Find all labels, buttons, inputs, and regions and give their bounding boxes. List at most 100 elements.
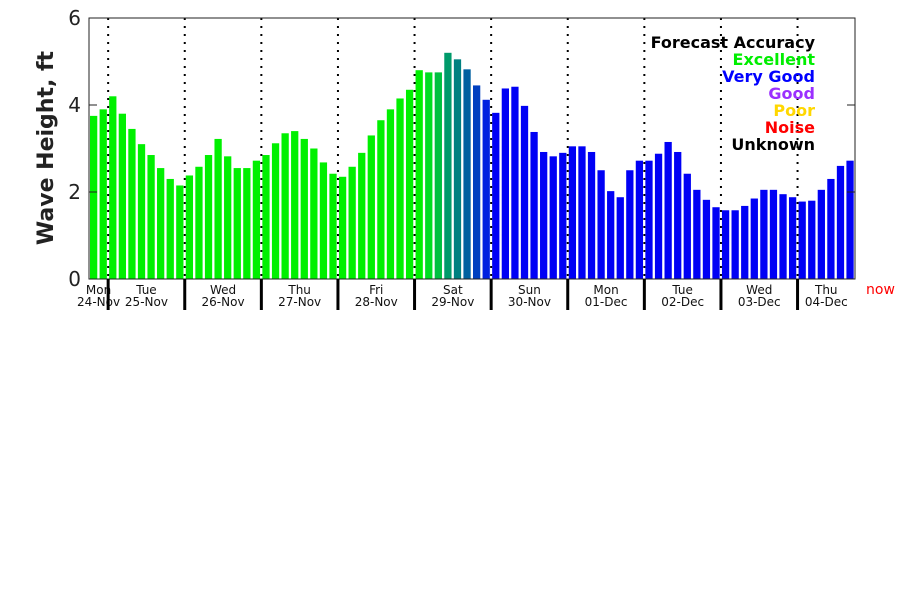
bar (540, 151, 548, 279)
y-tick-label: 4 (68, 93, 81, 117)
bar (750, 198, 758, 279)
bar (616, 197, 624, 279)
bar (291, 131, 299, 279)
bar (693, 189, 701, 279)
bar (760, 189, 768, 279)
bar (271, 143, 280, 279)
bar (243, 168, 251, 279)
bar (434, 72, 442, 280)
bar (224, 156, 232, 279)
y-tick-label: 0 (68, 267, 81, 291)
day-of-week-label: Thu (287, 283, 311, 297)
bars-group (90, 52, 854, 280)
date-label: 27-Nov (278, 295, 321, 309)
bar (233, 168, 241, 279)
bar (808, 200, 816, 279)
date-label: 03-Dec (738, 295, 781, 309)
bar (367, 135, 375, 279)
bar (674, 151, 682, 279)
legend-entry: Very Good (722, 67, 815, 86)
bar (712, 207, 720, 279)
x-axis: Mon24-NovTue25-NovWed26-NovThu27-NovFri2… (77, 279, 848, 310)
date-label: 26-Nov (202, 295, 245, 309)
bar (147, 155, 155, 279)
legend-entry: Noise (765, 118, 815, 137)
date-label: 29-Nov (431, 295, 474, 309)
bar (635, 160, 644, 279)
bar (501, 88, 509, 279)
bar (90, 115, 98, 280)
legend-title: Forecast Accuracy (651, 33, 816, 52)
bar (453, 59, 462, 279)
bar (731, 210, 739, 279)
legend-entry: Poor (773, 101, 815, 120)
bar (587, 151, 596, 279)
bar (817, 189, 825, 279)
bar (664, 141, 672, 279)
bar (607, 191, 615, 279)
day-of-week-label: Sat (443, 283, 463, 297)
bar (262, 155, 270, 279)
bar (444, 52, 452, 279)
y-axis: 0 2 4 6 (68, 6, 855, 291)
date-label: 01-Dec (585, 295, 628, 309)
bar (310, 148, 318, 279)
bar (511, 86, 519, 279)
legend-entry: Excellent (733, 50, 816, 69)
bar (836, 165, 845, 279)
day-of-week-label: Wed (746, 283, 772, 297)
day-of-week-label: Thu (814, 283, 838, 297)
bar (846, 160, 854, 279)
bar (405, 89, 414, 279)
y-tick-label: 6 (68, 6, 81, 30)
bar (252, 160, 261, 279)
bar (166, 178, 174, 279)
bar (769, 189, 778, 279)
bar (530, 131, 538, 279)
bar (128, 128, 136, 279)
bar (386, 109, 395, 279)
bar (798, 201, 806, 279)
now-label: now (866, 282, 895, 298)
bar (109, 96, 117, 279)
bar (300, 138, 308, 279)
date-label: 24-Nov (77, 295, 120, 309)
bar (99, 109, 107, 279)
bar (827, 178, 835, 279)
bar (626, 170, 634, 279)
date-label: 28-Nov (355, 295, 398, 309)
bar (492, 112, 500, 279)
bar (195, 166, 203, 279)
bar (549, 156, 557, 279)
date-label: 02-Dec (661, 295, 704, 309)
bar (204, 155, 213, 279)
day-of-week-label: Fri (369, 283, 383, 297)
bar (281, 133, 289, 279)
day-of-week-label: Wed (210, 283, 236, 297)
bar (473, 85, 481, 279)
day-of-week-label: Tue (135, 283, 157, 297)
plot-frame (88, 17, 856, 280)
legend-entry: Good (768, 84, 815, 103)
bar (415, 70, 423, 279)
date-label: 04-Dec (805, 295, 848, 309)
bar (338, 176, 347, 279)
day-of-week-label: Mon (593, 283, 618, 297)
y-axis-label: Wave Height, ft (34, 50, 59, 245)
bar (329, 173, 337, 279)
bar (118, 113, 126, 279)
bar (348, 166, 356, 279)
bar (185, 175, 194, 279)
date-label: 25-Nov (125, 295, 168, 309)
day-of-week-label: Sun (518, 283, 541, 297)
bar (463, 69, 471, 279)
bar (568, 146, 577, 279)
bar (176, 185, 184, 279)
bar (377, 120, 385, 279)
legend-entry: Unknown (731, 135, 815, 154)
date-label: 30-Nov (508, 295, 551, 309)
bar (358, 152, 366, 279)
day-of-week-label: Tue (671, 283, 693, 297)
bar (578, 146, 586, 279)
